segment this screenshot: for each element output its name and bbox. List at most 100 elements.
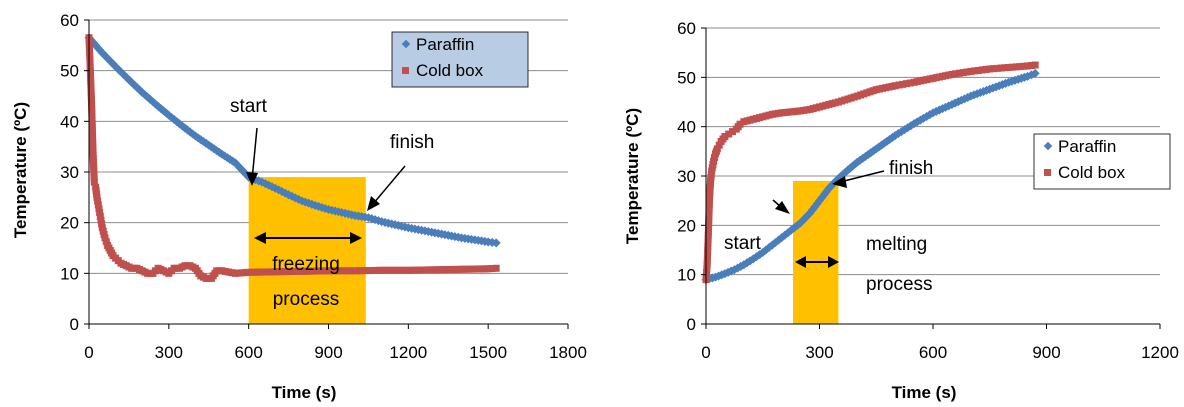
data-point [87,84,95,92]
annotation-start: start [724,233,762,254]
axes [701,27,1161,329]
data-point [1024,62,1032,70]
data-point [88,113,96,121]
data-point [990,65,998,73]
data-point [986,65,994,73]
data-point [89,137,97,145]
x-axis-title: Time (s) [272,383,337,402]
data-point [715,141,723,149]
data-point [895,81,903,89]
legend-label-cold-box: Cold box [416,61,484,80]
y-tick-label: 60 [60,11,79,30]
x-tick-label: 600 [234,343,262,362]
data-point [94,197,102,205]
x-tick-label: 0 [84,343,93,362]
x-tick-label: 900 [314,343,342,362]
data-point [997,64,1005,72]
data-point [488,265,496,273]
start-arrow [251,127,258,181]
y-axis-title: Temperature (ºC) [11,102,30,238]
data-point [899,80,907,88]
y-tick-label: 30 [677,167,696,186]
x-tick-label: 0 [701,343,710,362]
x-tick-label: 1200 [389,343,427,362]
y-tick-label: 50 [60,62,79,81]
annotation-finish: finish [390,132,434,153]
data-point [87,88,95,96]
data-point [704,239,712,247]
legend: Paraffin Cold box [391,31,529,88]
data-point [101,234,109,242]
data-point [974,66,982,74]
x-tick-label: 1200 [1141,343,1179,362]
data-point [982,65,990,73]
data-point [967,67,975,75]
data-point [1016,63,1024,71]
data-point [97,216,105,224]
data-point [736,120,744,128]
data-point [713,145,721,153]
x-tick-label: 1800 [549,343,587,362]
data-point [87,77,95,85]
x-tick-label: 900 [1032,343,1060,362]
series-cold-box [702,61,1039,284]
legend-box [391,31,529,88]
data-point [1005,63,1013,71]
data-point [711,154,719,161]
data-point [88,102,96,110]
finish-arrow [372,165,406,205]
y-tick-label: 40 [60,112,79,131]
y-axis-title: Temperature (ºC) [623,108,642,244]
data-point [704,242,712,250]
data-point [87,91,95,99]
x-axis-title: Time (s) [892,383,957,402]
annotation-start: start [230,96,268,117]
y-tick-label: 0 [687,315,696,334]
x-tick-label: 600 [919,343,947,362]
data-point [955,69,963,77]
data-point [88,99,96,107]
start-arrowhead [775,201,790,214]
melting-arrowhead-right [828,256,839,268]
y-tick-label: 40 [677,118,696,137]
data-point [88,123,96,131]
annotation-finish: finish [889,158,933,179]
data-point [86,48,94,56]
data-point [88,127,96,135]
data-point [96,209,104,217]
data-point [484,265,492,273]
y-tick-label: 10 [677,266,696,285]
data-point [88,106,96,114]
data-point [86,52,94,60]
data-point [93,193,101,201]
data-point [952,70,960,78]
x-tick-label: 300 [805,343,833,362]
annotation-process: process [273,289,340,310]
data-point [703,268,711,276]
y-tick-label: 20 [60,214,79,233]
freezing-arrowhead-right [350,232,362,244]
legend-label-paraffin: Paraffin [416,35,474,54]
data-point [1008,63,1016,71]
data-point [88,120,96,128]
data-point [1027,61,1035,69]
data-point [710,157,718,165]
legend-marker-cold-box [1044,169,1051,176]
data-point [86,56,94,64]
finish-arrowhead [832,176,847,188]
data-point [98,220,106,228]
annotation-process: process [866,274,933,295]
data-point [903,80,911,88]
data-point [89,141,97,149]
data-point [491,238,501,248]
annotation-melting: melting [866,234,927,255]
data-point [993,64,1001,72]
data-point [703,261,711,269]
finish-arrow [839,170,885,183]
y-tick-label: 60 [677,19,696,38]
data-point [1012,63,1020,71]
legend: Paraffin Cold box [1033,133,1171,190]
